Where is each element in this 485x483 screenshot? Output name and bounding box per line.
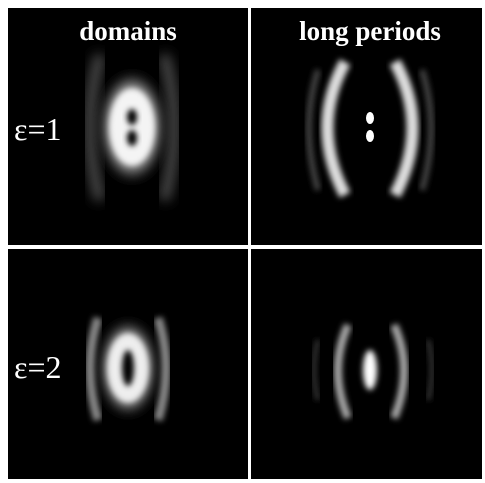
figure: domains long periods ε=1 ε=2 bbox=[0, 0, 485, 483]
column-header: domains bbox=[79, 16, 177, 46]
row-label: ε=2 bbox=[14, 349, 61, 385]
page: domains long periods ε=1 ε=2 (() => { co… bbox=[0, 0, 485, 483]
row-label: ε=1 bbox=[14, 111, 61, 147]
column-header: long periods bbox=[299, 16, 441, 46]
